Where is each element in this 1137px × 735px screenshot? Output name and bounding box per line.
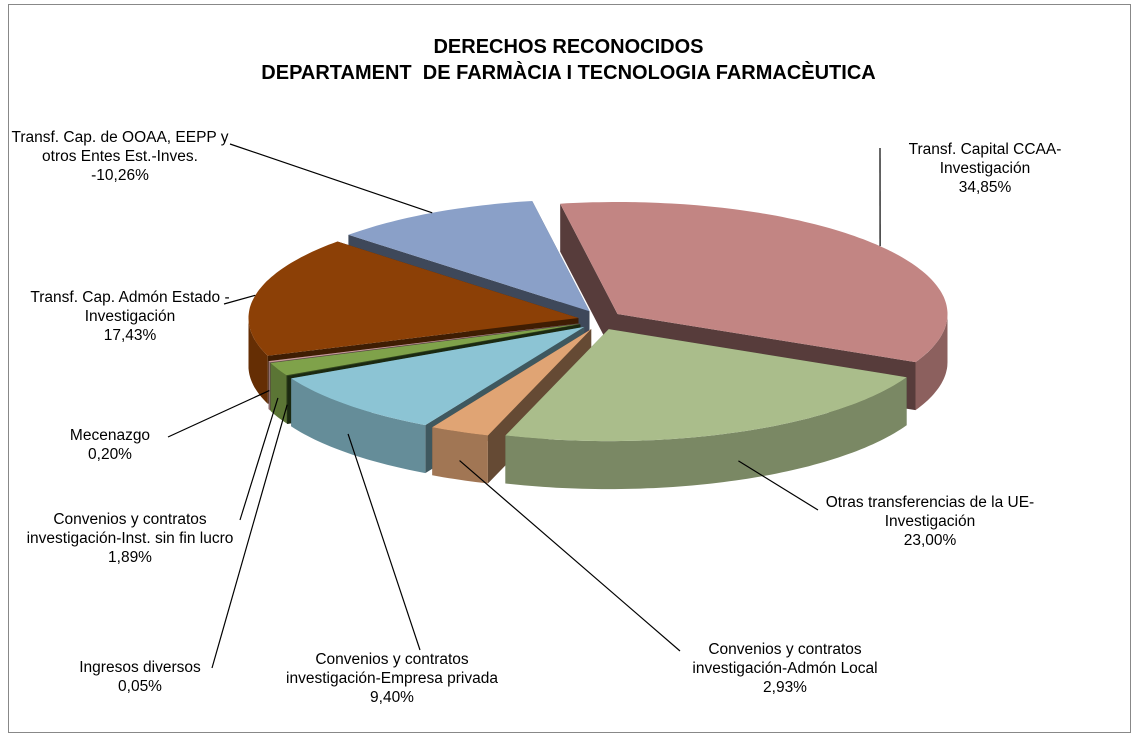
slice-wall <box>505 377 907 490</box>
slice-side <box>560 203 618 362</box>
value-label: 34,85% <box>958 179 1012 196</box>
slice-top <box>505 329 907 442</box>
slice-wall <box>286 375 288 424</box>
category-label: Convenios y contratos investigación-Admó… <box>692 641 878 677</box>
value-label: 17,43% <box>103 327 157 344</box>
slice-top <box>248 241 579 356</box>
slice-top <box>560 202 948 363</box>
category-label: Convenios y contratos investigación-Empr… <box>286 651 498 687</box>
data-label: Mecenazgo 0,20% <box>35 426 185 464</box>
chart-title: DERECHOS RECONOCIDOS <box>433 36 704 58</box>
leader-line <box>167 390 270 438</box>
value-label: -10,26% <box>91 167 149 184</box>
data-label: Transf. Capital CCAA-Investigación 34,85% <box>870 140 1100 197</box>
category-label: Transf. Capital CCAA-Investigación <box>908 141 1062 177</box>
value-label: 23,00% <box>903 532 957 549</box>
slice-top <box>348 201 590 312</box>
leader-line <box>347 433 421 651</box>
data-label: Convenios y contratos investigación-Inst… <box>5 510 255 567</box>
category-label: Convenios y contratos investigación-Inst… <box>26 511 234 547</box>
category-label: Ingresos diversos <box>79 659 201 676</box>
data-label: Otras transferencias de la UE- Investiga… <box>810 493 1050 550</box>
value-label: 2,93% <box>763 679 807 696</box>
slice-wall <box>915 314 948 411</box>
chart-subtitle: DEPARTAMENT DE FARMÀCIA I TECNOLOGIA FAR… <box>261 62 876 84</box>
slice-wall <box>268 361 270 411</box>
category-label: Transf. Cap. Admón Estado - Investigació… <box>30 289 230 325</box>
leader-line <box>211 404 288 669</box>
category-label: Mecenazgo <box>69 427 151 444</box>
data-label: Transf. Cap. Admón Estado - Investigació… <box>20 288 240 345</box>
data-label: Convenios y contratos investigación-Empr… <box>277 650 507 707</box>
leader-line <box>229 143 433 214</box>
value-label: 9,40% <box>370 689 414 706</box>
slice-wall <box>432 427 488 484</box>
leader-line <box>459 460 681 652</box>
leader-line <box>738 460 819 511</box>
data-label: Transf. Cap. de OOAA, EEPP y otros Entes… <box>0 128 245 185</box>
slice-top <box>268 323 580 363</box>
category-label: Otras transferencias de la UE- Investiga… <box>825 494 1035 530</box>
slice-top <box>291 326 585 426</box>
slice-top <box>432 329 592 436</box>
slice-top <box>286 324 581 376</box>
category-label: Transf. Cap. de OOAA, EEPP y otros Entes… <box>11 129 229 165</box>
data-label: Ingresos diversos 0,05% <box>45 658 235 696</box>
value-label: 0,05% <box>118 678 162 695</box>
leader-line <box>239 397 279 521</box>
chart-frame <box>8 4 1131 733</box>
slice-top <box>270 324 580 376</box>
slice <box>505 329 907 490</box>
value-label: 1,89% <box>108 549 152 566</box>
slice-wall <box>291 378 426 474</box>
slice-wall <box>248 318 268 404</box>
value-label: 0,20% <box>88 446 132 463</box>
leader-line <box>223 294 256 305</box>
data-label: Convenios y contratos investigación-Admó… <box>670 640 900 697</box>
